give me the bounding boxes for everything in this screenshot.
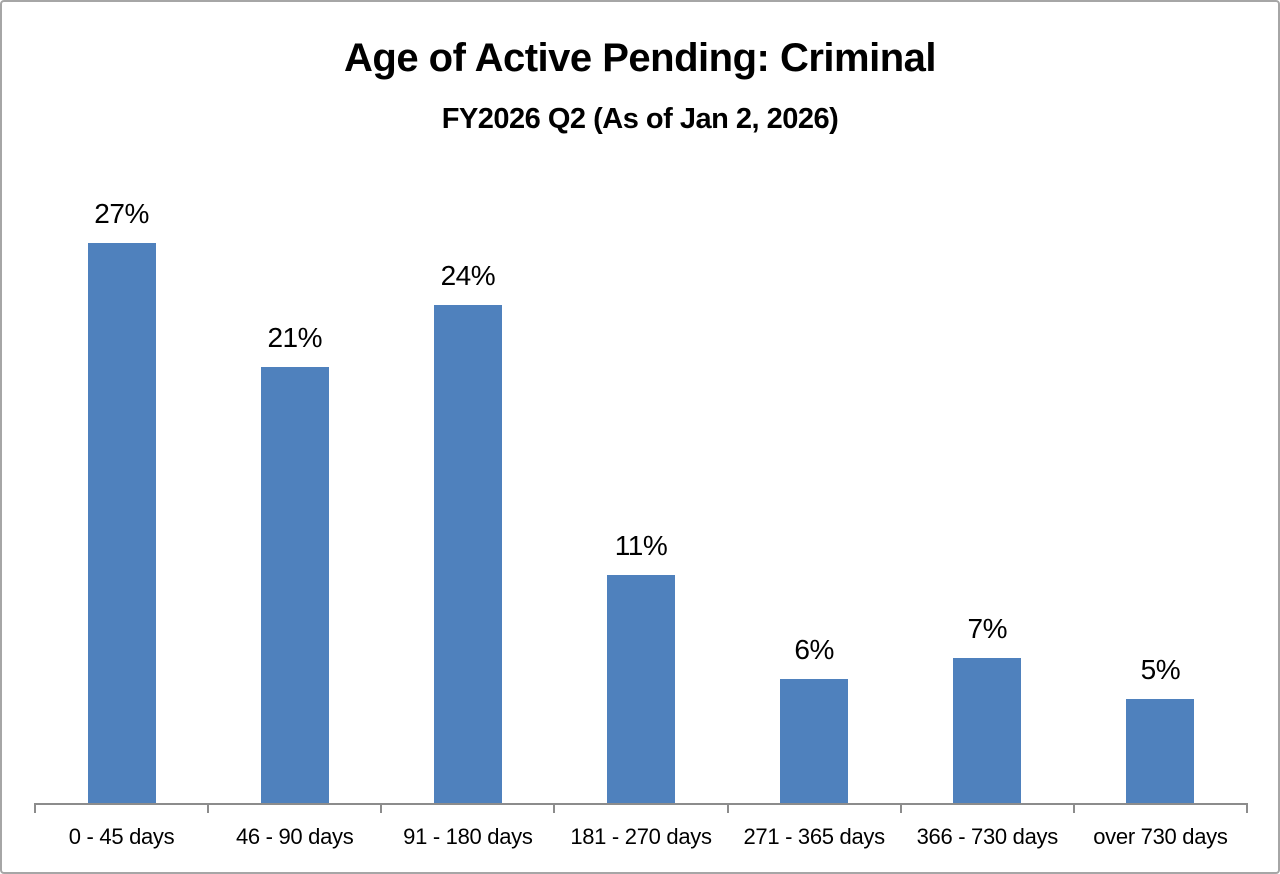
axis-tick <box>899 803 902 813</box>
bar-column: 11% <box>554 162 727 803</box>
bar <box>953 658 1022 803</box>
category-label: 91 - 180 days <box>403 824 533 849</box>
axis-tick <box>1246 803 1248 813</box>
axis-tick <box>207 803 210 813</box>
axis-tick <box>726 803 729 813</box>
axis-tick <box>1072 803 1075 813</box>
plot-area: 27% 21% 24% 11% 6% 7% 5% <box>35 162 1247 803</box>
category-label: 271 - 365 days <box>743 824 885 849</box>
x-axis-line <box>34 803 1248 813</box>
chart-subtitle: FY2026 Q2 (As of Jan 2, 2026) <box>441 103 839 135</box>
category-labels: 0 - 45 days 46 - 90 days 91 - 180 days 181 … <box>35 824 1247 850</box>
category-label: 46 - 90 days <box>235 824 354 849</box>
bar-column: 27% <box>35 162 208 803</box>
bar-column: 24% <box>381 162 554 803</box>
bar-column: 7% <box>901 162 1074 803</box>
bar <box>87 243 156 803</box>
value-label: 7% <box>967 612 1008 644</box>
category-label: over 730 days <box>1093 824 1228 849</box>
axis-tick <box>34 803 36 813</box>
bar-column: 6% <box>728 162 901 803</box>
bar <box>260 367 329 803</box>
axis-tick <box>553 803 556 813</box>
value-label: 24% <box>440 259 496 291</box>
bar-column: 21% <box>208 162 381 803</box>
axis-tick <box>380 803 383 813</box>
value-label: 11% <box>614 529 668 561</box>
bar-column: 5% <box>1074 162 1247 803</box>
value-label: 21% <box>267 321 322 353</box>
category-label: 181 - 270 days <box>570 824 712 849</box>
value-label: 5% <box>1140 653 1181 685</box>
category-label: 0 - 45 days <box>68 824 175 849</box>
value-label: 6% <box>794 633 834 665</box>
bar <box>433 305 502 803</box>
chart-title: Age of Active Pending: Criminal <box>344 36 936 80</box>
bar <box>606 575 675 803</box>
bar <box>780 679 849 803</box>
value-label: 27% <box>94 197 149 229</box>
category-label: 366 - 730 days <box>916 824 1059 849</box>
bar <box>1126 699 1195 803</box>
